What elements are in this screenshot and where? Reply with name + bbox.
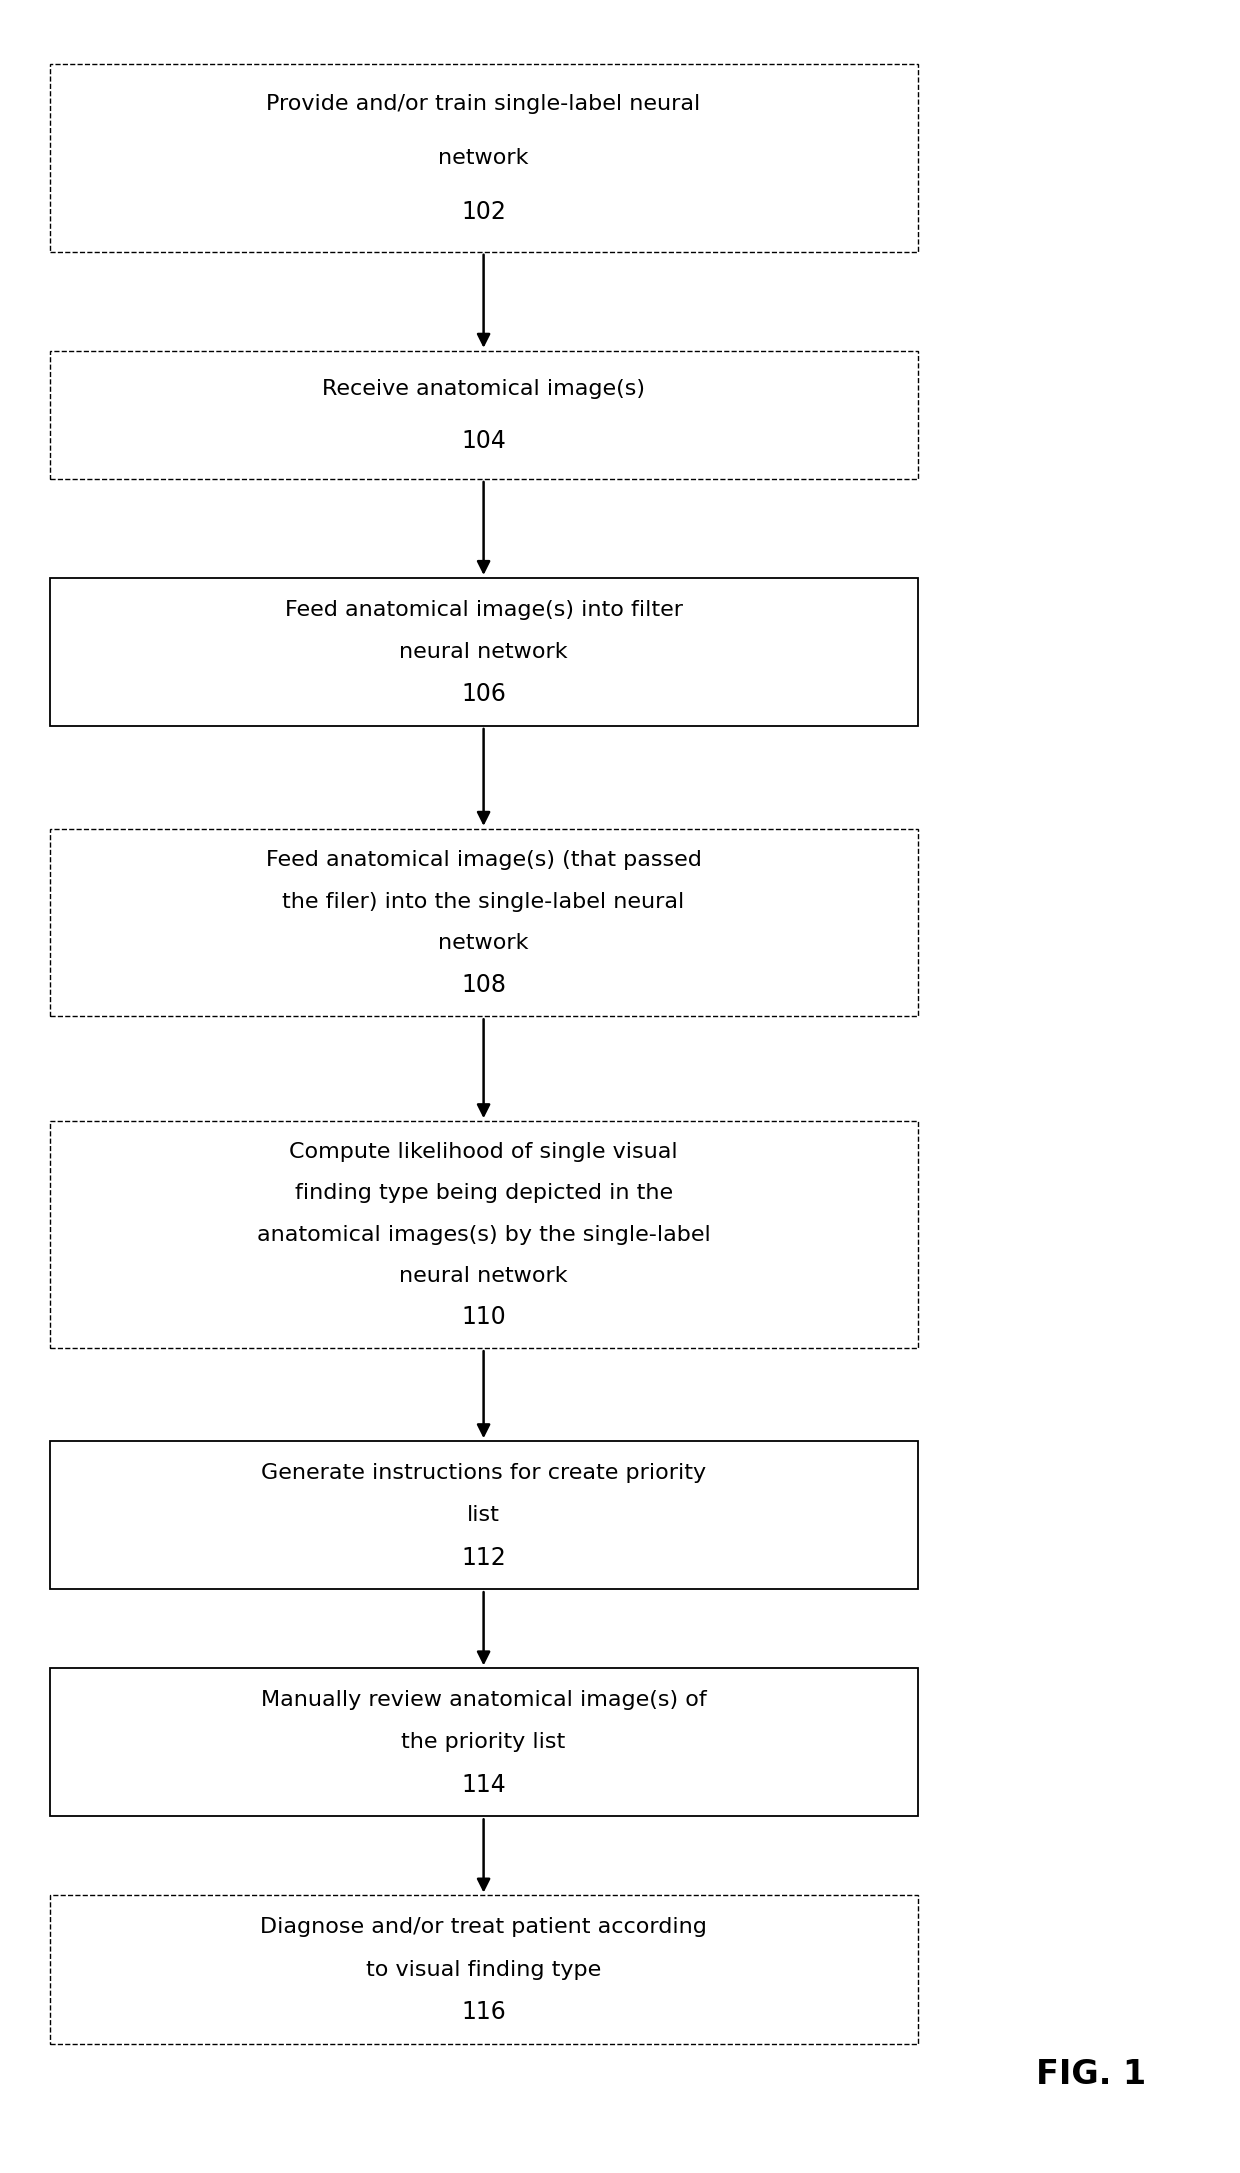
Text: network: network xyxy=(439,148,528,167)
Text: Manually review anatomical image(s) of: Manually review anatomical image(s) of xyxy=(260,1691,707,1710)
Text: Provide and/or train single-label neural: Provide and/or train single-label neural xyxy=(267,93,701,115)
Text: the priority list: the priority list xyxy=(402,1732,565,1751)
FancyBboxPatch shape xyxy=(50,1669,918,1817)
Text: list: list xyxy=(467,1506,500,1525)
Text: 106: 106 xyxy=(461,682,506,706)
Text: Compute likelihood of single visual: Compute likelihood of single visual xyxy=(289,1143,678,1163)
FancyBboxPatch shape xyxy=(50,65,918,252)
FancyBboxPatch shape xyxy=(50,1441,918,1588)
Text: to visual finding type: to visual finding type xyxy=(366,1960,601,1980)
Text: neural network: neural network xyxy=(399,1267,568,1286)
FancyBboxPatch shape xyxy=(50,1121,918,1347)
Text: Feed anatomical image(s) (that passed: Feed anatomical image(s) (that passed xyxy=(265,850,702,869)
Text: 114: 114 xyxy=(461,1773,506,1797)
FancyBboxPatch shape xyxy=(50,1895,918,2043)
Text: network: network xyxy=(439,934,528,954)
Text: 110: 110 xyxy=(461,1306,506,1330)
Text: 108: 108 xyxy=(461,974,506,997)
Text: neural network: neural network xyxy=(399,641,568,663)
Text: anatomical images(s) by the single-label: anatomical images(s) by the single-label xyxy=(257,1226,711,1245)
Text: 102: 102 xyxy=(461,200,506,224)
Text: finding type being depicted in the: finding type being depicted in the xyxy=(295,1184,672,1204)
FancyBboxPatch shape xyxy=(50,578,918,726)
Text: 116: 116 xyxy=(461,1999,506,2023)
Text: FIG. 1: FIG. 1 xyxy=(1037,2058,1146,2090)
Text: 104: 104 xyxy=(461,428,506,452)
Text: the filer) into the single-label neural: the filer) into the single-label neural xyxy=(283,891,684,913)
FancyBboxPatch shape xyxy=(50,350,918,478)
Text: Generate instructions for create priority: Generate instructions for create priorit… xyxy=(262,1462,706,1482)
Text: Receive anatomical image(s): Receive anatomical image(s) xyxy=(322,378,645,400)
Text: Feed anatomical image(s) into filter: Feed anatomical image(s) into filter xyxy=(285,600,682,619)
Text: Diagnose and/or treat patient according: Diagnose and/or treat patient according xyxy=(260,1917,707,1936)
FancyBboxPatch shape xyxy=(50,828,918,1017)
Text: 112: 112 xyxy=(461,1545,506,1569)
